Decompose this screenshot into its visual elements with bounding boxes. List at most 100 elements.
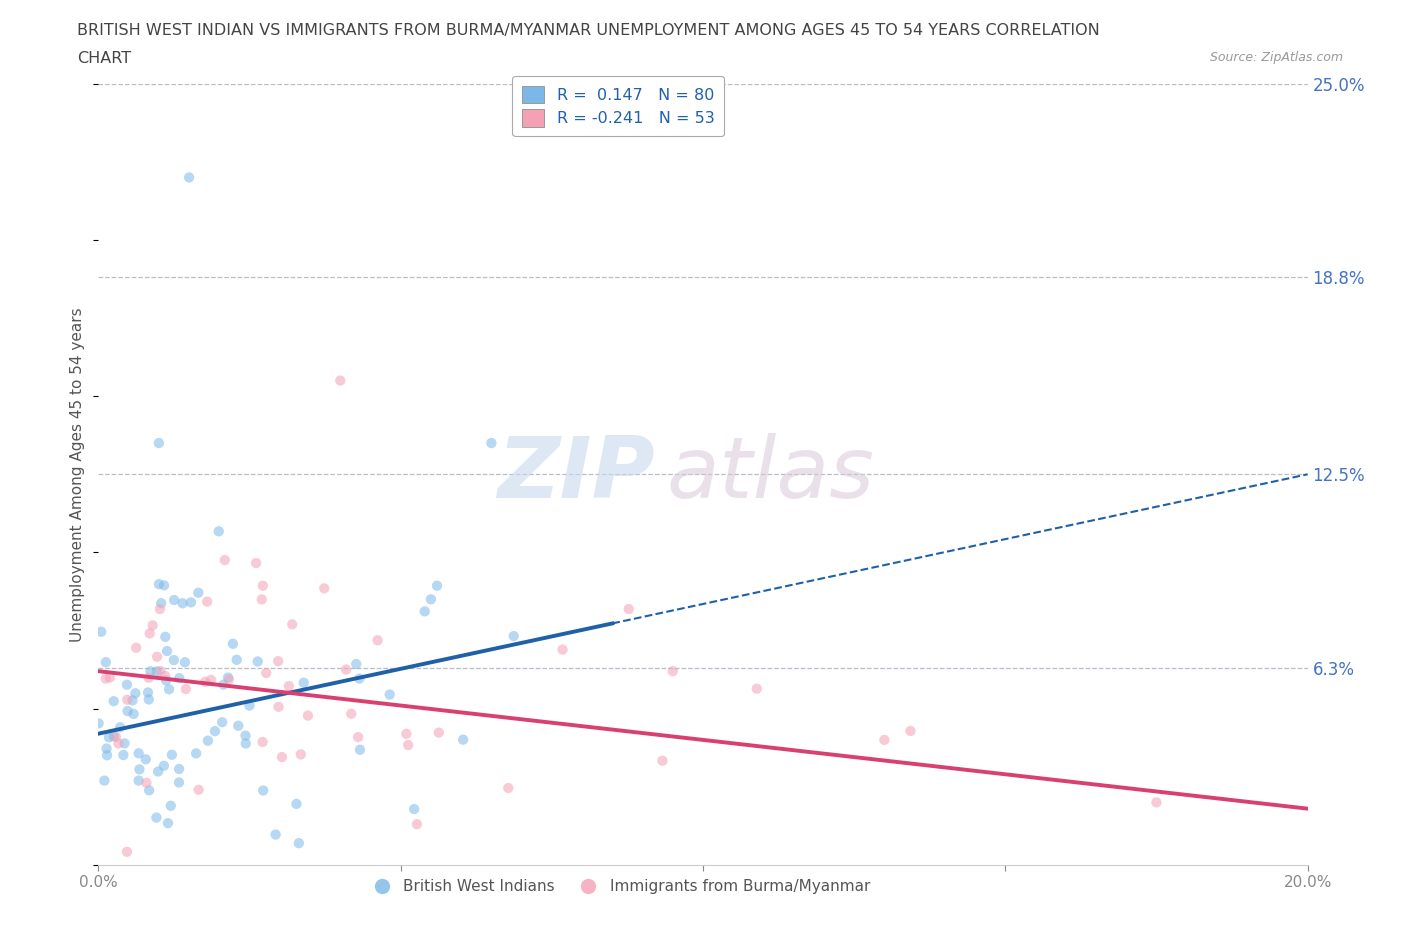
Point [427,725,450,740]
Point [267,654,290,669]
Point [136,685,159,700]
Point [235,736,257,751]
Point [451,732,474,747]
Point [174,655,197,670]
Point [115,844,138,859]
Text: atlas: atlas [666,432,875,516]
Point [174,682,197,697]
Point [135,751,157,766]
Point [169,671,191,685]
Point [340,706,363,721]
Point [125,640,148,655]
Point [135,776,157,790]
Point [406,817,429,831]
Point [148,435,170,450]
Point [187,585,209,600]
Point [107,737,129,751]
Point [117,704,139,719]
Point [96,741,118,756]
Point [163,653,186,668]
Point [217,671,239,685]
Point [115,677,138,692]
Point [142,618,165,632]
Point [114,736,136,751]
Point [420,591,443,606]
Point [159,798,181,813]
Point [238,698,260,713]
Point [87,716,110,731]
Point [1144,795,1167,810]
Point [214,552,236,567]
Point [329,373,352,388]
Point [97,730,120,745]
Point [222,636,245,651]
Point [281,617,304,631]
Point [617,602,640,617]
Point [115,692,138,707]
Point [145,810,167,825]
Text: ZIP: ZIP [496,432,655,516]
Text: Source: ZipAtlas.com: Source: ZipAtlas.com [1209,51,1343,64]
Point [128,762,150,777]
Point [195,594,218,609]
Point [155,630,177,644]
Point [153,669,176,684]
Point [180,595,202,610]
Point [103,729,125,744]
Point [104,729,127,744]
Point [396,737,419,752]
Point [252,735,274,750]
Point [121,693,143,708]
Point [212,677,235,692]
Point [226,718,249,733]
Point [204,724,226,738]
Point [225,652,247,667]
Point [271,750,294,764]
Point [138,692,160,707]
Point [347,730,370,745]
Point [187,782,209,797]
Text: CHART: CHART [77,51,131,66]
Point [218,672,240,687]
Point [745,682,768,697]
Point [246,654,269,669]
Point [651,753,673,768]
Point [395,726,418,741]
Point [502,629,524,644]
Point [90,624,112,639]
Point [148,577,170,591]
Point [873,733,896,748]
Point [277,679,299,694]
Point [149,664,172,679]
Point [413,604,436,618]
Point [661,664,683,679]
Point [138,671,160,685]
Point [186,746,208,761]
Point [139,664,162,679]
Point [138,783,160,798]
Point [250,592,273,607]
Point [197,733,219,748]
Point [155,673,177,688]
Point [160,748,183,763]
Point [146,649,169,664]
Point [290,747,312,762]
Point [267,699,290,714]
Point [200,672,222,687]
Point [96,748,118,763]
Point [94,671,117,686]
Point [153,578,176,592]
Point [108,720,131,735]
Point [378,687,401,702]
Point [211,715,233,730]
Point [496,780,519,795]
Point [252,578,274,593]
Point [122,707,145,722]
Point [252,783,274,798]
Point [245,555,267,570]
Point [297,708,319,723]
Point [426,578,449,593]
Point [150,596,173,611]
Point [344,657,367,671]
Point [93,773,115,788]
